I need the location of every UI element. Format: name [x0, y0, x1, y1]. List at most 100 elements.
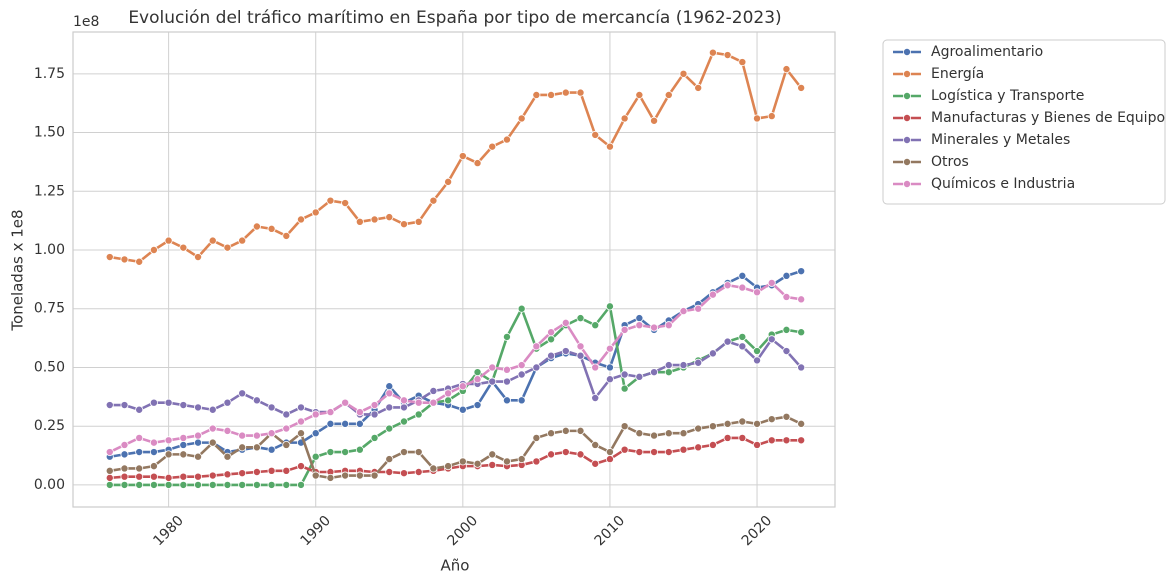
- y-tick-label: 1.25: [34, 183, 65, 199]
- data-point: [458, 152, 467, 161]
- data-point: [561, 318, 570, 327]
- data-point: [399, 448, 408, 457]
- data-point: [605, 363, 614, 372]
- data-point: [547, 450, 556, 459]
- data-point: [297, 462, 306, 471]
- data-point: [797, 83, 806, 92]
- data-point: [488, 450, 497, 459]
- data-point: [223, 480, 232, 489]
- data-point: [753, 288, 762, 297]
- data-point: [782, 436, 791, 445]
- data-point: [238, 469, 247, 478]
- data-point: [370, 401, 379, 410]
- data-point: [179, 401, 188, 410]
- data-point: [605, 375, 614, 384]
- legend-marker: [903, 135, 912, 144]
- data-point: [399, 403, 408, 412]
- data-point: [414, 398, 423, 407]
- data-point: [149, 398, 158, 407]
- data-point: [547, 335, 556, 344]
- data-point: [664, 448, 673, 457]
- data-point: [738, 433, 747, 442]
- legend-marker: [903, 92, 912, 101]
- data-point: [723, 433, 732, 442]
- data-point: [605, 448, 614, 457]
- data-point: [208, 424, 217, 433]
- data-point: [326, 408, 335, 417]
- data-point: [252, 480, 261, 489]
- data-point: [635, 314, 644, 323]
- data-point: [605, 302, 614, 311]
- data-point: [208, 236, 217, 245]
- data-point: [444, 389, 453, 398]
- plot-frame: [72, 31, 836, 508]
- data-point: [738, 342, 747, 351]
- data-point: [753, 114, 762, 123]
- data-point: [650, 448, 659, 457]
- data-point: [120, 440, 129, 449]
- data-point: [561, 426, 570, 435]
- data-point: [782, 271, 791, 280]
- data-point: [238, 236, 247, 245]
- data-point: [473, 375, 482, 384]
- data-point: [502, 396, 511, 405]
- data-point: [355, 471, 364, 480]
- data-point: [605, 455, 614, 464]
- data-point: [458, 457, 467, 466]
- y-tick-label: 0.50: [34, 359, 65, 375]
- data-point: [341, 199, 350, 208]
- data-point: [164, 450, 173, 459]
- data-point: [517, 361, 526, 370]
- chart-title: Evolución del tráfico marítimo en España…: [128, 8, 781, 28]
- data-point: [297, 480, 306, 489]
- data-point: [252, 443, 261, 452]
- data-point: [105, 473, 114, 482]
- data-point: [179, 480, 188, 489]
- data-point: [591, 363, 600, 372]
- data-point: [620, 384, 629, 393]
- data-point: [650, 368, 659, 377]
- data-point: [753, 356, 762, 365]
- legend-label: Manufacturas y Bienes de Equipo: [931, 110, 1165, 126]
- data-point: [488, 377, 497, 386]
- data-point: [179, 433, 188, 442]
- data-point: [120, 255, 129, 264]
- data-point: [194, 438, 203, 447]
- data-point: [576, 450, 585, 459]
- data-point: [694, 358, 703, 367]
- data-point: [458, 382, 467, 391]
- data-point: [782, 412, 791, 421]
- data-point: [708, 48, 717, 57]
- data-point: [252, 431, 261, 440]
- data-point: [149, 448, 158, 457]
- data-point: [149, 472, 158, 481]
- data-point: [208, 438, 217, 447]
- data-point: [311, 410, 320, 419]
- data-point: [311, 208, 320, 217]
- data-point: [252, 467, 261, 476]
- data-point: [473, 159, 482, 168]
- data-point: [708, 349, 717, 358]
- legend-marker: [903, 179, 912, 188]
- data-point: [267, 445, 276, 454]
- data-point: [635, 448, 644, 457]
- data-point: [723, 419, 732, 428]
- data-point: [223, 398, 232, 407]
- data-point: [311, 429, 320, 438]
- y-tick-label: 0.00: [34, 477, 65, 493]
- data-point: [355, 419, 364, 428]
- legend-marker: [903, 114, 912, 123]
- data-point: [605, 142, 614, 151]
- data-point: [282, 410, 291, 419]
- data-point: [532, 457, 541, 466]
- data-point: [679, 445, 688, 454]
- data-point: [164, 436, 173, 445]
- legend-label: Agroalimentario: [931, 44, 1043, 60]
- data-point: [208, 405, 217, 414]
- data-point: [797, 295, 806, 304]
- y-tick-label: 0.75: [34, 301, 65, 317]
- data-point: [635, 321, 644, 330]
- data-point: [399, 469, 408, 478]
- data-point: [311, 452, 320, 461]
